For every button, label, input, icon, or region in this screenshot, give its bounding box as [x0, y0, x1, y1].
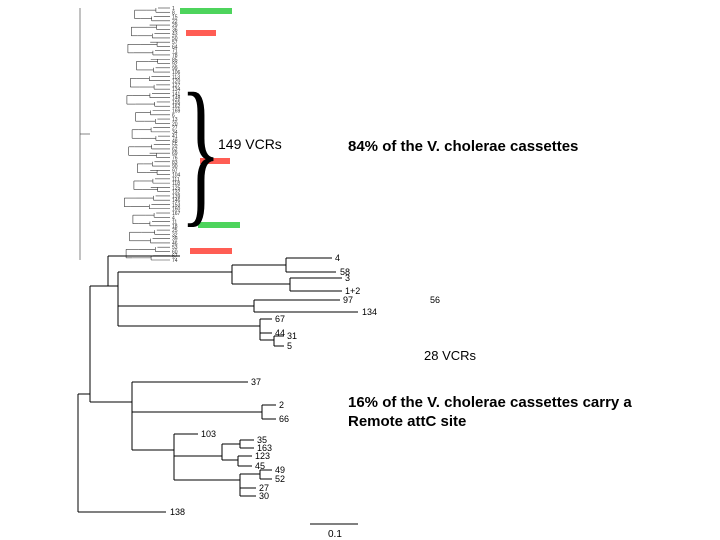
svg-text:52: 52	[275, 474, 285, 484]
svg-text:103: 103	[201, 429, 216, 439]
svg-text:37: 37	[251, 377, 261, 387]
svg-text:30: 30	[259, 491, 269, 501]
svg-text:97: 97	[343, 295, 353, 305]
svg-text:66: 66	[279, 414, 289, 424]
figure-canvas: 1815222936435057647178859299106113120127…	[0, 0, 720, 540]
lower-tree: 13845831+2975613467443153726610335163123…	[0, 0, 720, 540]
svg-text:56: 56	[430, 295, 440, 305]
scale-bar-label: 0.1	[328, 529, 342, 540]
svg-text:138: 138	[170, 507, 185, 517]
svg-text:5: 5	[287, 341, 292, 351]
svg-text:67: 67	[275, 314, 285, 324]
svg-text:31: 31	[287, 331, 297, 341]
svg-text:3: 3	[345, 273, 350, 283]
svg-text:134: 134	[362, 307, 377, 317]
svg-text:123: 123	[255, 451, 270, 461]
svg-text:4: 4	[335, 253, 340, 263]
svg-text:2: 2	[279, 400, 284, 410]
